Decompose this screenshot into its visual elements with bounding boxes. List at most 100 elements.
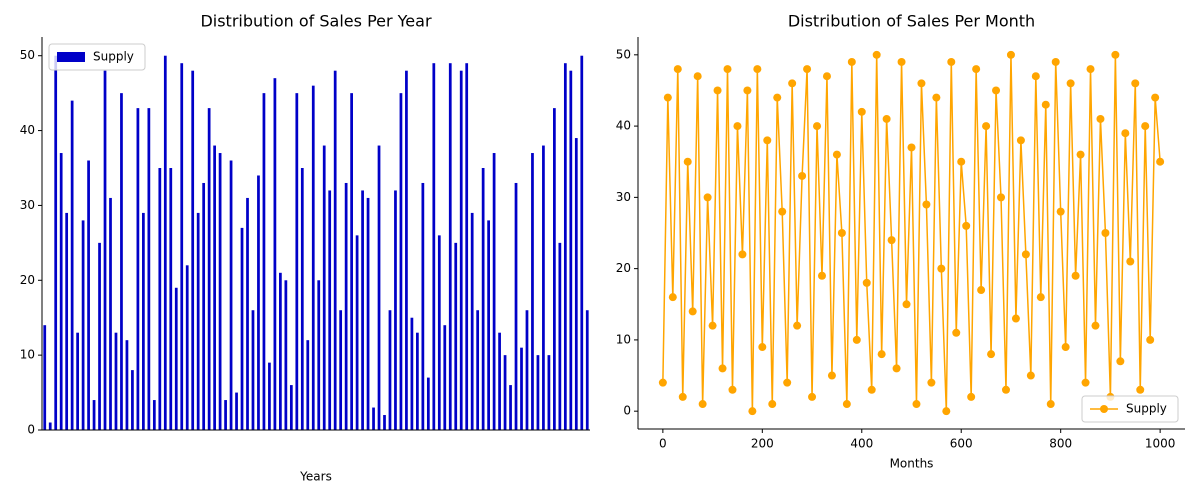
- bar: [498, 332, 501, 430]
- bar: [350, 93, 353, 431]
- bar: [257, 175, 260, 430]
- marker: [1141, 122, 1150, 131]
- marker: [992, 86, 1001, 95]
- bar: [251, 310, 255, 430]
- bar: [70, 100, 74, 430]
- y-tick-label: 10: [616, 332, 631, 346]
- bar: [514, 182, 518, 430]
- marker: [982, 122, 991, 131]
- bar: [317, 280, 321, 430]
- marker: [1066, 79, 1075, 88]
- bar: [333, 70, 337, 430]
- bar: [114, 332, 118, 430]
- bar: [339, 310, 343, 430]
- legend-label: Supply: [93, 50, 134, 64]
- marker: [1131, 79, 1140, 88]
- marker: [1146, 335, 1155, 344]
- marker: [798, 171, 807, 180]
- bar: [147, 108, 151, 430]
- marker: [668, 293, 677, 302]
- bar: [410, 317, 414, 430]
- marker: [967, 392, 976, 401]
- marker: [952, 328, 961, 337]
- bar: [131, 370, 134, 430]
- marker: [957, 157, 966, 166]
- bar: [54, 55, 58, 430]
- marker: [1051, 57, 1060, 66]
- bar: [48, 422, 52, 430]
- bar: [580, 55, 584, 430]
- marker: [708, 321, 717, 330]
- marker: [872, 50, 881, 59]
- marker: [827, 371, 836, 380]
- bar: [569, 70, 573, 430]
- marker: [1056, 207, 1065, 216]
- bar: [43, 325, 47, 430]
- bar: [185, 265, 189, 430]
- marker: [882, 114, 891, 123]
- marker: [897, 57, 906, 66]
- bar: [476, 310, 480, 430]
- marker: [1121, 129, 1130, 138]
- bar: [98, 242, 101, 430]
- marker: [902, 300, 911, 309]
- y-tick-label: 40: [616, 119, 631, 133]
- marker: [1086, 65, 1095, 74]
- marker: [713, 86, 722, 95]
- bar: [279, 272, 282, 430]
- bar: [92, 400, 96, 430]
- y-tick-label: 20: [616, 261, 631, 275]
- x-tick-label: 600: [950, 437, 973, 451]
- marker: [753, 65, 762, 74]
- marker: [997, 193, 1006, 202]
- bar: [399, 93, 403, 431]
- marker: [793, 321, 802, 330]
- x-tick-label: 400: [850, 437, 873, 451]
- marker: [733, 122, 742, 131]
- bar: [311, 85, 315, 431]
- legend-label: Supply: [1126, 402, 1167, 416]
- marker: [817, 271, 826, 280]
- marker: [842, 400, 851, 409]
- bar: [536, 355, 540, 430]
- bar: [273, 78, 277, 431]
- marker: [1081, 378, 1090, 387]
- marker: [887, 236, 896, 245]
- marker: [1046, 400, 1055, 409]
- marker: [1036, 293, 1045, 302]
- marker: [1076, 150, 1085, 159]
- bar: [553, 108, 556, 430]
- y-tick-label: 10: [20, 348, 35, 362]
- bar: [525, 310, 529, 430]
- x-axis-label: Months: [890, 457, 934, 471]
- y-tick-label: 50: [616, 47, 631, 61]
- bar: [213, 145, 216, 431]
- bar: [465, 63, 469, 430]
- marker: [852, 335, 861, 344]
- bar: [481, 168, 485, 430]
- bar: [158, 168, 162, 430]
- marker: [922, 200, 931, 209]
- bar: [372, 407, 375, 430]
- bar: [235, 392, 238, 430]
- marker: [743, 86, 752, 95]
- marker: [1031, 72, 1040, 81]
- marker: [658, 378, 667, 387]
- bar: [547, 355, 551, 430]
- bar: [136, 108, 140, 430]
- bar: [180, 63, 184, 430]
- bar: [169, 168, 173, 430]
- marker: [837, 229, 846, 237]
- marker: [663, 93, 672, 102]
- marker: [1006, 50, 1015, 59]
- marker: [738, 250, 747, 259]
- x-tick-label: 200: [751, 437, 774, 451]
- marker: [937, 264, 946, 273]
- y-tick-label: 0: [27, 423, 35, 437]
- bar: [563, 63, 567, 430]
- bar: [448, 63, 452, 430]
- chart-title: Distribution of Sales Per Month: [788, 12, 1035, 31]
- bar: [87, 160, 90, 430]
- marker: [778, 207, 787, 216]
- bar: [109, 197, 112, 430]
